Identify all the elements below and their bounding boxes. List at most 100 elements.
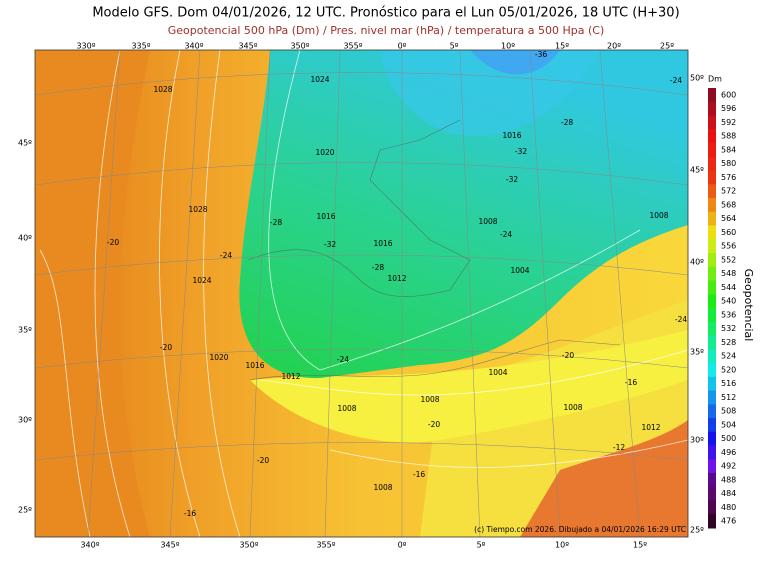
bottom-lon-label: 0º	[398, 541, 407, 550]
top-lon-label: 355º	[343, 42, 362, 51]
top-lon-label: 0º	[398, 42, 407, 51]
colorbar-swatch	[708, 115, 716, 130]
bottom-lon-label: 350º	[239, 541, 258, 550]
contour-label: -24	[337, 355, 349, 364]
colorbar-label: 500	[721, 434, 736, 443]
contour-label: -36	[535, 50, 547, 59]
contour-label: -28	[372, 263, 384, 272]
colorbar-swatch	[708, 129, 716, 144]
top-lon-label: 340º	[184, 42, 203, 51]
bottom-lon-label: 15º	[633, 541, 647, 550]
colorbar-swatch	[708, 156, 716, 171]
top-lon-label: 345º	[238, 42, 257, 51]
contour-label: -20	[428, 420, 440, 429]
colorbar-label: 532	[721, 324, 736, 333]
colorbar-swatch	[708, 390, 716, 405]
colorbar-swatch	[708, 431, 716, 446]
contour-label: -32	[515, 147, 527, 156]
colorbar-label: 556	[721, 242, 736, 251]
contour-label: -24	[500, 230, 512, 239]
contour-label: 1008	[478, 217, 497, 226]
contour-label: 1020	[315, 148, 334, 157]
colorbar-label: 580	[721, 159, 736, 168]
contour-label: 1012	[281, 372, 300, 381]
colorbar-label: 528	[721, 338, 736, 347]
colorbar-label: 496	[721, 448, 736, 457]
colorbar-label: 548	[721, 269, 736, 278]
colorbar-label: 584	[721, 145, 736, 154]
colorbar-label: 552	[721, 255, 736, 264]
colorbar-swatch	[708, 266, 716, 281]
colorbar-swatch	[708, 225, 716, 240]
contour-label: 1008	[373, 483, 392, 492]
colorbar-label: 488	[721, 475, 736, 484]
contour-label: 1016	[316, 212, 335, 221]
colorbar-label: 512	[721, 393, 736, 402]
left-lat-label: 25º	[18, 506, 32, 515]
contour-label: 1016	[373, 239, 392, 248]
contour-label: 1016	[502, 131, 521, 140]
contour-label: 1016	[245, 361, 264, 370]
top-lon-label: 5º	[450, 42, 459, 51]
right-lat-label: 50º	[690, 74, 704, 83]
colorbar-swatch	[708, 363, 716, 378]
colorbar-swatch	[708, 239, 716, 254]
colorbar-swatch	[708, 321, 716, 336]
contour-label: 1024	[192, 276, 211, 285]
right-lat-label: 40º	[690, 258, 704, 267]
bottom-lon-label: 355º	[316, 541, 335, 550]
contour-label: 1012	[387, 274, 406, 283]
title: Modelo GFS. Dom 04/01/2026, 12 UTC. Pron…	[92, 6, 679, 21]
colorbar-swatch	[708, 445, 716, 460]
colorbar-swatch	[708, 349, 716, 364]
colorbar-swatch	[708, 500, 716, 515]
colorbar-label: 544	[721, 283, 736, 292]
colorbar-label: 492	[721, 462, 736, 471]
colorbar-swatch	[708, 335, 716, 350]
contour-label: 1008	[649, 211, 668, 220]
top-lon-label: 350º	[290, 42, 309, 51]
colorbar-label: 576	[721, 173, 736, 182]
top-lon-label: 25º	[660, 42, 674, 51]
colorbar-label: 484	[721, 489, 736, 498]
contour-label: 1004	[488, 368, 507, 377]
map-frame	[34, 49, 689, 538]
bottom-lon-label: 345º	[160, 541, 179, 550]
colorbar-label: 588	[721, 132, 736, 141]
colorbar-label: 564	[721, 214, 736, 223]
colorbar-swatch	[708, 211, 716, 226]
contour-label: -12	[613, 443, 625, 452]
contour-label: 1020	[209, 353, 228, 362]
contour-label: -20	[562, 351, 574, 360]
bottom-lon-label: 5º	[477, 541, 486, 550]
colorbar-swatch	[708, 418, 716, 433]
colorbar-swatch	[708, 459, 716, 474]
colorbar-swatch	[708, 88, 716, 103]
contour-label: -24	[675, 315, 687, 324]
colorbar-swatch	[708, 170, 716, 185]
colorbar-swatch	[708, 101, 716, 116]
top-lon-label: 335º	[131, 42, 150, 51]
colorbar-label: 516	[721, 379, 736, 388]
colorbar-swatch	[708, 198, 716, 213]
colorbar-label: 600	[721, 90, 736, 99]
contour-label: -28	[561, 118, 573, 127]
top-lon-label: 10º	[501, 42, 515, 51]
subtitle: Geopotencial 500 hPa (Dm) / Pres. nivel …	[168, 24, 605, 37]
colorbar-label: 524	[721, 352, 736, 361]
colorbar-label: 520	[721, 365, 736, 374]
colorbar-unit: Dm	[708, 75, 722, 84]
contour-label: 1012	[641, 423, 660, 432]
contour-label: -16	[625, 378, 637, 387]
contour-label: -32	[324, 240, 336, 249]
colorbar-label: 572	[721, 187, 736, 196]
contour-label: -32	[506, 175, 518, 184]
contour-label: -20	[257, 456, 269, 465]
colorbar-title: Geopotencial	[742, 269, 755, 342]
contour-label: 1004	[510, 266, 529, 275]
colorbar-label: 504	[721, 420, 736, 429]
colorbar-swatch	[708, 514, 716, 529]
contour-label: 1008	[337, 404, 356, 413]
colorbar-label: 536	[721, 310, 736, 319]
contour-label: 1028	[188, 205, 207, 214]
